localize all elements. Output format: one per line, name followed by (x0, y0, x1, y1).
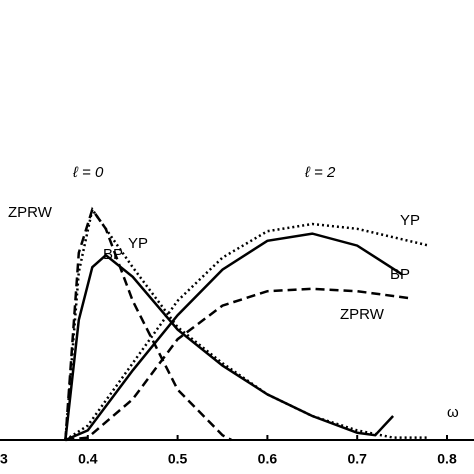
x-tick-label: 0.4 (78, 451, 98, 467)
series-line (65, 287, 412, 442)
x-tick-label: 0.3 (0, 451, 8, 467)
series-label: YP (400, 212, 420, 229)
series-line (64, 206, 233, 442)
x-axis-label: ω (447, 404, 459, 421)
annotation: ℓ = 2 (304, 164, 336, 181)
x-tick-label: 0.7 (347, 451, 367, 467)
x-tick-label: 0.8 (437, 451, 457, 467)
series-label: BP (390, 266, 410, 283)
series-label: YP (128, 235, 148, 252)
series-line (64, 222, 430, 442)
series-label: ZPRW (8, 204, 53, 221)
annotation: ℓ = 0 (72, 164, 104, 181)
x-tick-label: 0.5 (168, 451, 188, 467)
series-line (64, 232, 403, 442)
x-tick-label: 0.6 (258, 451, 278, 467)
series-line (64, 253, 395, 441)
series-line (64, 206, 429, 441)
series-label: ZPRW (340, 306, 385, 323)
